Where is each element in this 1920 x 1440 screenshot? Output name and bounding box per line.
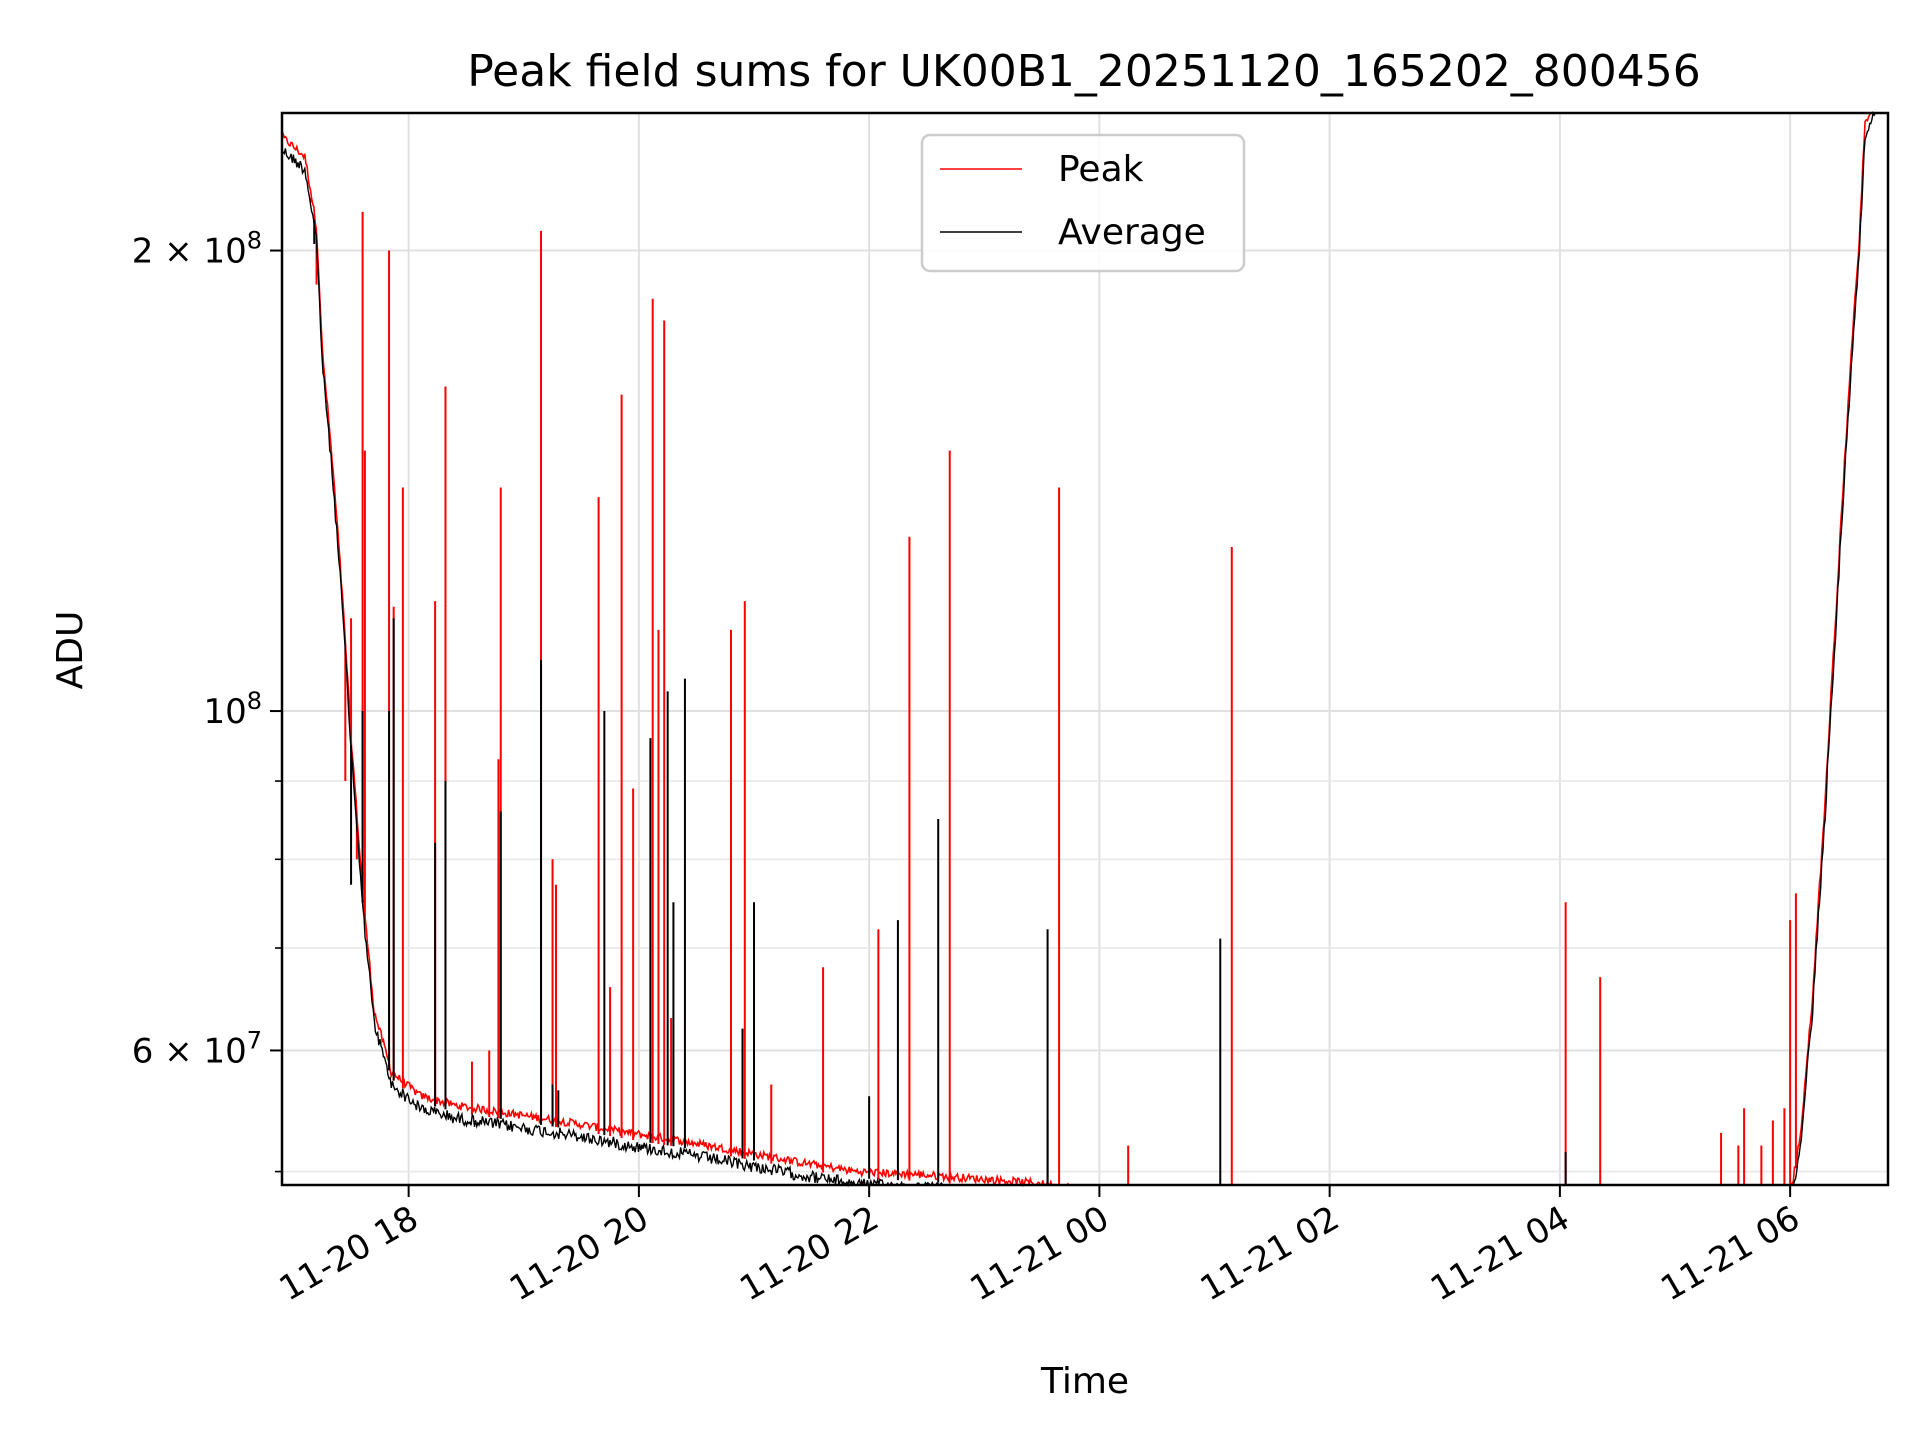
chart-title: Peak field sums for UK00B1_20251120_1652… — [467, 46, 1701, 97]
x-axis-label: Time — [1040, 1361, 1129, 1402]
grid — [282, 113, 1888, 1185]
y-axis-label: ADU — [50, 611, 91, 690]
y-tick-label: 2 × 108 — [132, 227, 262, 272]
legend: Peak Average — [920, 133, 1246, 273]
y-tick-label: 6 × 107 — [132, 1026, 262, 1071]
legend-average-label: Average — [1058, 212, 1206, 253]
y-tick-label: 108 — [203, 687, 262, 732]
y-axis: 2 × 108 108 6 × 107 — [132, 227, 282, 1173]
legend-peak-label: Peak — [1058, 149, 1144, 190]
plot-frame — [280, 111, 1890, 1187]
